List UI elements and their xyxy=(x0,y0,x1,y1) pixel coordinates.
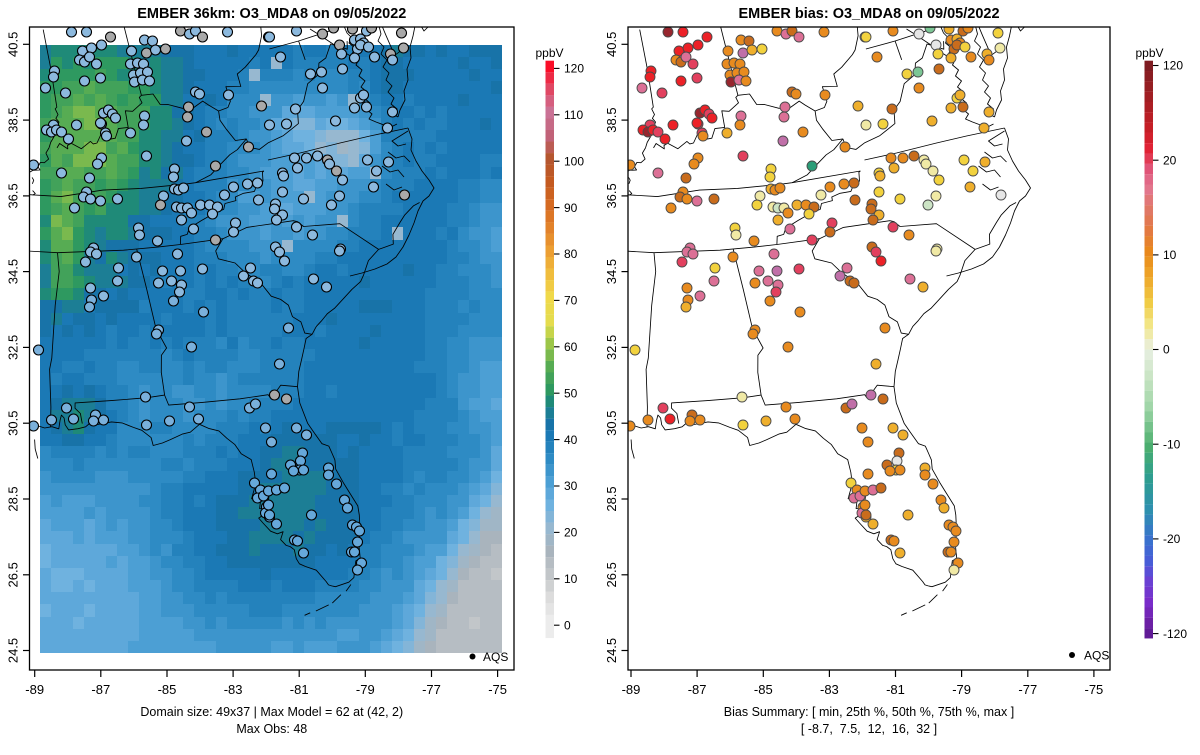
svg-text:-87: -87 xyxy=(688,682,707,697)
svg-text:-85: -85 xyxy=(158,682,177,697)
svg-text:90: 90 xyxy=(564,201,578,215)
svg-text:-81: -81 xyxy=(886,682,905,697)
svg-text:-75: -75 xyxy=(488,682,507,697)
svg-text:-85: -85 xyxy=(754,682,773,697)
svg-text:-75: -75 xyxy=(1085,682,1104,697)
svg-text:20: 20 xyxy=(564,526,578,540)
svg-text:-87: -87 xyxy=(91,682,110,697)
svg-text:70: 70 xyxy=(564,294,578,308)
svg-text:32.5: 32.5 xyxy=(6,335,21,360)
svg-text:-83: -83 xyxy=(224,682,243,697)
svg-text:Max Obs: 48: Max Obs: 48 xyxy=(236,722,307,736)
svg-text:26.5: 26.5 xyxy=(6,562,21,587)
svg-text:34.5: 34.5 xyxy=(604,259,619,284)
svg-text:32.5: 32.5 xyxy=(604,335,619,360)
svg-text:30: 30 xyxy=(564,479,578,493)
svg-text:60: 60 xyxy=(564,340,578,354)
svg-text:-79: -79 xyxy=(356,682,375,697)
svg-text:40.5: 40.5 xyxy=(6,32,21,57)
svg-text:-77: -77 xyxy=(1018,682,1037,697)
svg-text:Domain size: 49x37 | Max Model: Domain size: 49x37 | Max Model = 62 at (… xyxy=(140,705,403,719)
svg-text:-89: -89 xyxy=(622,682,641,697)
svg-text:38.5: 38.5 xyxy=(604,107,619,132)
svg-text:36.5: 36.5 xyxy=(604,183,619,208)
svg-text:Bias Summary: [ min, 25th %, 5: Bias Summary: [ min, 25th %, 50th %, 75t… xyxy=(724,705,1014,719)
svg-text:38.5: 38.5 xyxy=(6,107,21,132)
svg-text:26.5: 26.5 xyxy=(604,562,619,587)
svg-text:30.5: 30.5 xyxy=(604,411,619,436)
svg-text:120: 120 xyxy=(564,62,584,76)
svg-text:0: 0 xyxy=(1163,343,1170,357)
svg-text:28.5: 28.5 xyxy=(604,486,619,511)
svg-text:-79: -79 xyxy=(952,682,971,697)
svg-text:EMBER bias: O3_MDA8 on 09/05/2: EMBER bias: O3_MDA8 on 09/05/2022 xyxy=(738,6,999,22)
svg-text:AQS: AQS xyxy=(1084,649,1109,663)
svg-text:120: 120 xyxy=(1163,59,1183,73)
svg-text:80: 80 xyxy=(564,247,578,261)
svg-text:40.5: 40.5 xyxy=(604,32,619,57)
svg-text:50: 50 xyxy=(564,386,578,400)
svg-text:28.5: 28.5 xyxy=(6,486,21,511)
svg-text:[ -8.7, 7.5, 12, 16, 32 ]: [ -8.7, 7.5, 12, 16, 32 ] xyxy=(801,722,937,736)
svg-text:40: 40 xyxy=(564,433,578,447)
svg-text:24.5: 24.5 xyxy=(6,638,21,663)
svg-text:AQS: AQS xyxy=(483,650,508,664)
svg-text:10: 10 xyxy=(1163,248,1177,262)
svg-text:20: 20 xyxy=(1163,153,1177,167)
svg-text:-77: -77 xyxy=(422,682,441,697)
svg-text:0: 0 xyxy=(564,618,571,632)
svg-text:-10: -10 xyxy=(1163,437,1181,451)
svg-text:EMBER 36km: O3_MDA8 on 09/05/2: EMBER 36km: O3_MDA8 on 09/05/2022 xyxy=(137,6,406,22)
svg-text:-120: -120 xyxy=(1163,627,1187,641)
svg-text:100: 100 xyxy=(564,154,584,168)
svg-text:-89: -89 xyxy=(25,682,44,697)
svg-text:-20: -20 xyxy=(1163,532,1181,546)
svg-text:24.5: 24.5 xyxy=(604,638,619,663)
svg-text:36.5: 36.5 xyxy=(6,183,21,208)
svg-text:34.5: 34.5 xyxy=(6,259,21,284)
svg-text:110: 110 xyxy=(564,108,583,122)
svg-text:10: 10 xyxy=(564,572,578,586)
svg-text:-81: -81 xyxy=(290,682,309,697)
svg-text:-83: -83 xyxy=(820,682,839,697)
svg-text:ppbV: ppbV xyxy=(535,46,563,60)
svg-text:30.5: 30.5 xyxy=(6,411,21,436)
svg-text:ppbV: ppbV xyxy=(1135,46,1163,60)
